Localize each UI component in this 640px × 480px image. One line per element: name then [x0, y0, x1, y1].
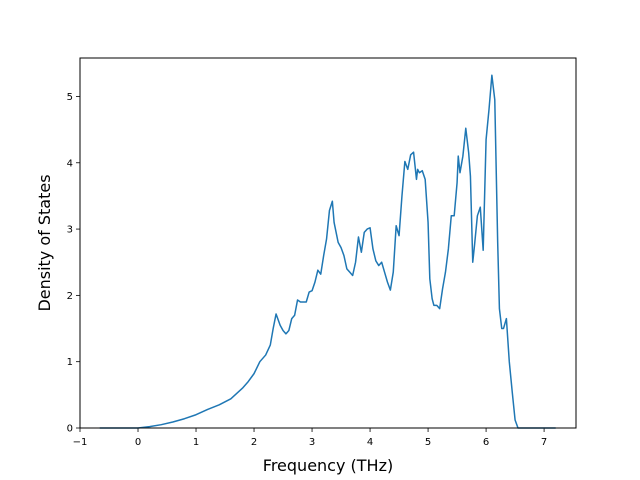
- dos-series-line: [99, 74, 556, 429]
- x-tick-label: 0: [135, 437, 141, 448]
- y-tick-label: 2: [67, 291, 73, 302]
- x-tick-label: 7: [541, 437, 547, 448]
- x-tick-label: −1: [73, 437, 88, 448]
- y-tick-label: 5: [67, 92, 73, 103]
- y-tick-label: 0: [67, 424, 73, 435]
- y-axis-ticks: 0 1 2 3 4 5: [67, 92, 80, 435]
- x-axis-ticks: −1 0 1 2 3 4 5 6 7: [73, 428, 547, 448]
- x-tick-label: 1: [193, 437, 199, 448]
- x-tick-label: 4: [367, 437, 373, 448]
- y-axis-label: Density of States: [35, 174, 54, 311]
- x-tick-label: 5: [425, 437, 431, 448]
- x-tick-label: 6: [483, 437, 489, 448]
- y-tick-label: 4: [67, 158, 73, 169]
- y-tick-label: 3: [67, 225, 73, 236]
- x-tick-label: 2: [251, 437, 257, 448]
- y-tick-label: 1: [67, 357, 73, 368]
- plot-frame: [79, 57, 577, 429]
- x-axis-label: Frequency (THz): [263, 456, 393, 475]
- x-tick-label: 3: [309, 437, 315, 448]
